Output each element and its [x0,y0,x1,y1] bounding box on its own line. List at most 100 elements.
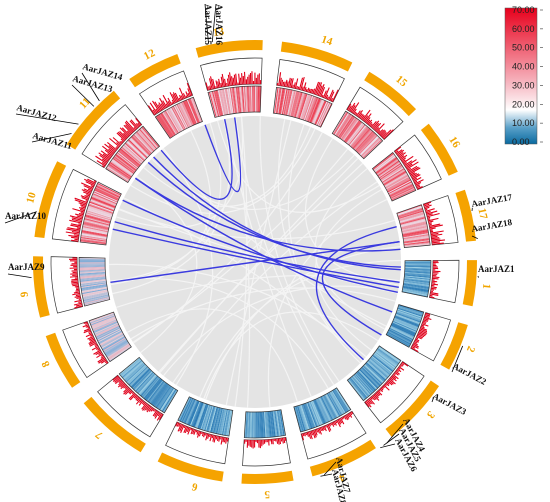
heatmap-cell [139,128,158,149]
heatmap-cell [105,167,129,183]
heatmap-cell [81,284,107,291]
heatmap-cell [402,230,429,236]
heatmap-cell [181,398,194,423]
heatmap-cell [384,174,409,189]
gene-label: AarJAZ10 [5,211,46,221]
synteny-link [159,157,359,374]
heatmap-cell [83,296,110,305]
heatmap-cell [253,86,255,113]
heatmap-cell [315,399,327,424]
heatmap-cell [307,402,319,427]
heatmap-cell [148,381,165,403]
heatmap-cell [377,160,400,177]
heatmap-cell [404,276,431,281]
heatmap-cell [374,352,396,369]
heatmap-cell [390,185,415,198]
heatmap-cell [265,411,269,438]
heatmap-cell [332,111,347,134]
heatmap-cell [207,406,216,432]
heatmap-cell [87,207,113,217]
heatmap-cell [306,402,318,428]
histogram-frame [346,86,404,140]
heatmap-cell [79,272,106,276]
heatmap-cell [82,290,108,297]
heatmap-cell [89,312,115,323]
heatmap-cell [343,119,360,142]
heatmap-cell [308,97,320,123]
histogram-bars [147,82,193,116]
heatmap-cell [244,86,248,113]
heatmap-cell [380,165,403,181]
duplication-link [110,240,400,284]
heatmap-cell [120,147,142,166]
heatmap-cell [270,411,275,438]
histogram-bars [423,201,446,245]
heatmap-cell [391,323,416,335]
heatmap-cell [390,325,415,338]
heatmap-cell [309,401,320,426]
heatmap-cell [81,286,108,293]
heatmap-cell [218,89,226,116]
heatmap-cell [404,268,431,271]
heatmap-cell [200,404,210,430]
heatmap-cell [375,156,397,173]
heatmap-cell [285,89,292,116]
heatmap-cell [393,317,419,329]
heatmap-cell [389,327,414,341]
heatmap-cell [263,411,267,438]
heatmap-cell [83,221,109,229]
heatmap-cell [287,90,294,116]
heatmap-cell [369,357,391,376]
heatmap-cell [398,210,424,220]
heatmap-cell [387,180,412,194]
heatmap-cell [268,411,272,438]
heatmap-cell [92,192,118,205]
heatmap-cell [362,365,383,385]
heatmap-cell [397,205,423,215]
heatmap-cell [184,399,196,424]
heatmap-cell [199,404,209,430]
gene-label: AarJAZ1 [478,264,515,274]
gene-leader [386,423,404,444]
heatmap-cell [376,158,399,175]
heatmap-cell [311,400,323,425]
heatmap-cell [254,411,256,438]
heatmap-cell [404,264,431,266]
heatmap-cell [106,342,129,358]
heatmap-cell [297,405,307,431]
heatmap-cell [83,219,110,228]
heatmap-cell [106,166,130,182]
heatmap-cell [278,410,284,436]
heatmap-cell [354,130,373,151]
heatmap-cell [349,377,368,399]
heatmap-cell [157,114,174,137]
heatmap-cell [381,167,404,183]
heatmap-cell [404,275,431,280]
heatmap-cell [95,325,120,338]
duplication-link [122,199,398,294]
heatmap-cell [296,92,305,119]
heatmap-cell [401,223,427,230]
heatmap-cell [361,137,381,157]
heatmap-cell [320,396,334,421]
heatmap-cell [163,390,178,413]
heatmap-cell [81,231,108,238]
heatmap-cell [97,329,122,343]
heatmap-cell [113,156,135,174]
heatmap-cell [186,99,198,124]
heatmap-cell [84,297,110,306]
heatmap-cell [306,96,317,122]
heatmap-cell [355,372,375,393]
heatmap-cell [113,156,136,173]
heatmap-cell [274,87,279,114]
heatmap-cell [80,280,107,285]
heatmap-cell [290,90,298,117]
heatmap-cell [278,88,284,115]
heatmap-cell [247,86,250,113]
heatmap-cell [388,330,412,344]
heatmap-cell [325,394,339,418]
chromosome-label: 2 [464,344,477,354]
heatmap-cell [300,94,310,120]
heatmap-cell [242,86,246,113]
heatmap-cell [240,86,244,113]
